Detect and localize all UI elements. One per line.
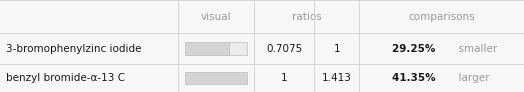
Text: comparisons: comparisons — [408, 12, 475, 22]
Bar — [185, 72, 247, 84]
Text: 0.7075: 0.7075 — [266, 44, 302, 54]
Text: 1.413: 1.413 — [322, 73, 352, 83]
Bar — [229, 42, 247, 55]
Text: visual: visual — [201, 12, 232, 22]
Text: 29.25%: 29.25% — [392, 44, 439, 54]
Text: 1: 1 — [281, 73, 288, 83]
Text: 3-bromophenylzinc iodide: 3-bromophenylzinc iodide — [6, 44, 142, 54]
Text: benzyl bromide-α-13 C: benzyl bromide-α-13 C — [6, 73, 125, 83]
Text: smaller: smaller — [439, 44, 497, 54]
Text: 1: 1 — [333, 44, 340, 54]
Text: 41.35%: 41.35% — [391, 73, 439, 83]
Bar — [185, 42, 229, 55]
Text: larger: larger — [439, 73, 489, 83]
Text: ratios: ratios — [292, 12, 321, 22]
